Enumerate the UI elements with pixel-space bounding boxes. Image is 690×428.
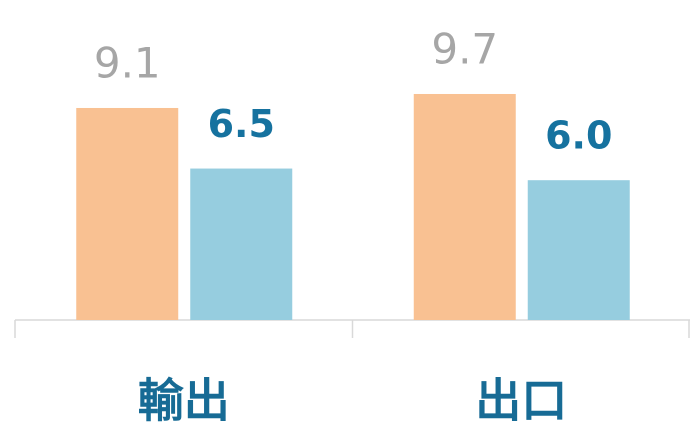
bar — [413, 93, 516, 321]
bar — [76, 107, 179, 320]
bar — [527, 180, 630, 320]
value-label: 9.7 — [431, 24, 498, 73]
bar — [190, 168, 293, 320]
x-tick-label: 出口 — [475, 374, 567, 428]
value-label: 9.1 — [94, 38, 161, 87]
value-label: 6.5 — [208, 102, 275, 146]
x-tick-label: 輸出 — [138, 374, 230, 428]
value-label: 6.0 — [545, 114, 612, 158]
